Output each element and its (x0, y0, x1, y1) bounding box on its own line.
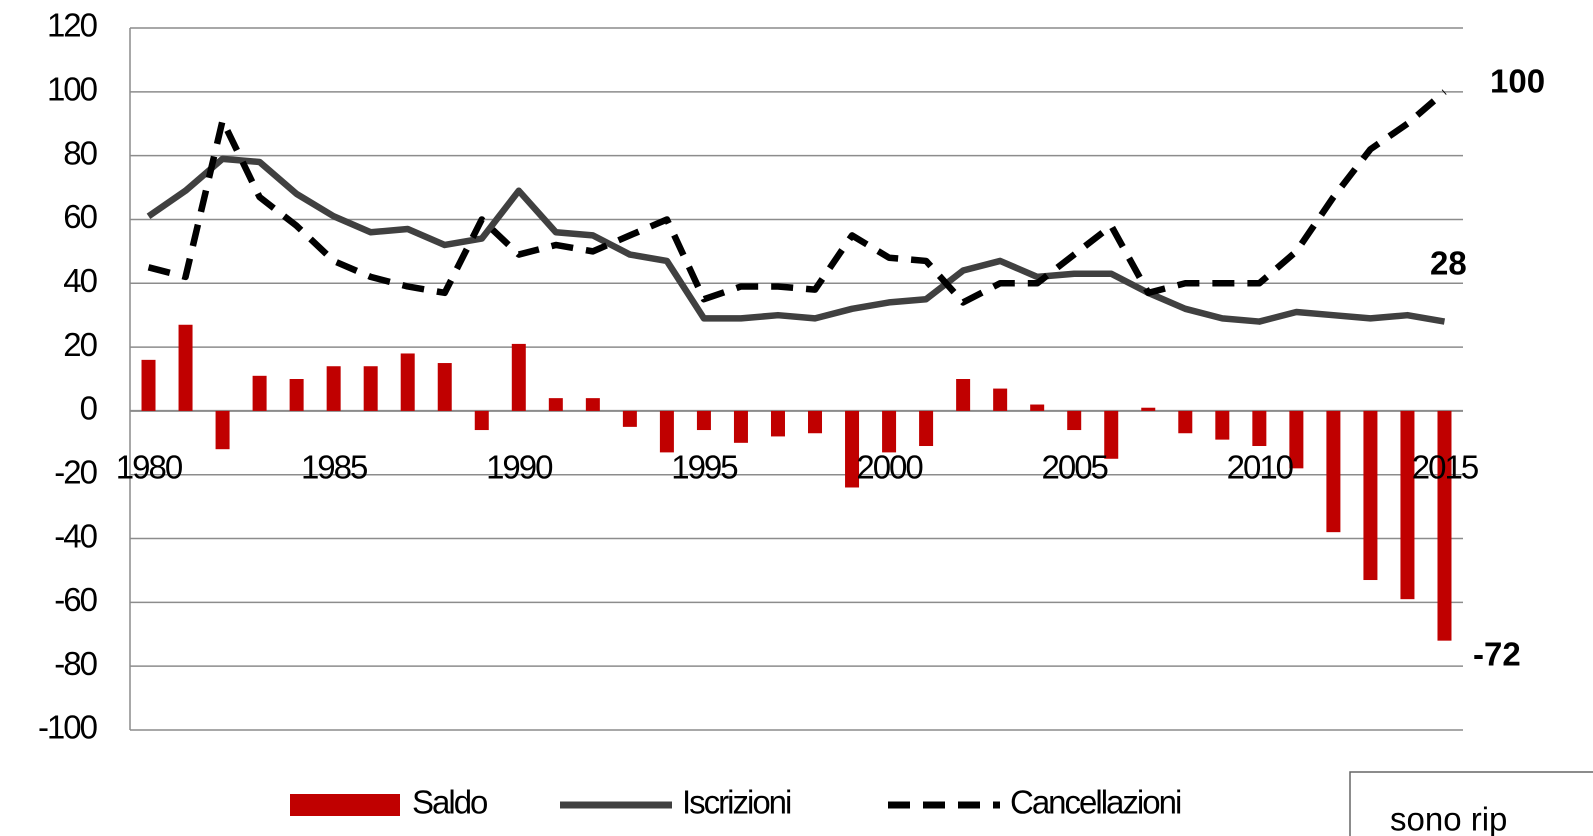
bar (1252, 410, 1267, 447)
x-tick-label: 1990 (486, 449, 553, 486)
bar (585, 398, 600, 411)
bar (178, 324, 193, 411)
bar (1104, 410, 1119, 459)
x-tick-label: 2015 (1412, 449, 1478, 486)
bar (511, 343, 526, 411)
bar (400, 353, 415, 411)
legend-label: Saldo (412, 784, 487, 821)
x-tick-label: 1995 (671, 449, 737, 486)
annotation: 100 (1490, 63, 1545, 100)
note: sono rip (1390, 801, 1507, 836)
annotation: -72 (1473, 635, 1521, 672)
y-tick-label: -100 (38, 709, 98, 746)
bar (956, 379, 971, 411)
y-tick-label: -80 (54, 645, 97, 682)
line (146, 155, 1446, 325)
y-tick-label: 0 (80, 390, 98, 427)
y-tick-label: 120 (47, 7, 98, 44)
note-box (1349, 771, 1593, 836)
y-tick-label: -40 (54, 517, 97, 554)
bar (1030, 404, 1045, 411)
legend-label: Cancellazioni (1010, 784, 1181, 821)
y-tick-label: -60 (54, 581, 97, 618)
bar (845, 410, 860, 488)
bar (808, 410, 823, 434)
bar (1289, 410, 1304, 469)
bar (326, 366, 341, 411)
bar (437, 363, 452, 411)
x-tick-label: 1980 (116, 449, 183, 486)
bar (141, 359, 156, 411)
bar (548, 398, 563, 411)
x-tick-label: 2010 (1227, 449, 1294, 486)
x-tick-label: 1985 (301, 449, 367, 486)
bar (1067, 410, 1082, 431)
y-tick-label: 20 (63, 326, 97, 363)
bar (696, 410, 711, 431)
annotation: 28 (1430, 244, 1467, 281)
bar (1215, 410, 1230, 440)
bar (215, 410, 230, 450)
bar (882, 410, 897, 453)
y-tick-label: 100 (47, 71, 98, 108)
y-tick-label: 80 (63, 134, 97, 171)
bar (733, 410, 748, 443)
x-tick-label: 2000 (856, 449, 923, 486)
y-tick-label: -20 (54, 453, 97, 490)
bar (1400, 410, 1415, 600)
bar (363, 366, 378, 411)
bar (659, 410, 674, 453)
bar (919, 410, 934, 447)
bar (474, 410, 489, 431)
y-tick-label: 40 (63, 262, 97, 299)
bar (1178, 410, 1193, 434)
bar (289, 379, 304, 411)
line (147, 89, 1447, 306)
bar (1437, 410, 1452, 641)
bar (993, 388, 1008, 411)
bar (252, 375, 267, 411)
legend-label: Iscrizioni (682, 784, 791, 821)
x-tick-label: 2005 (1041, 449, 1107, 486)
bar (1326, 410, 1341, 533)
y-tick-label: 60 (63, 198, 97, 235)
bar (622, 410, 637, 427)
bar (1141, 407, 1156, 411)
bar (1363, 410, 1378, 581)
legend-swatch (290, 794, 400, 816)
bar (770, 410, 785, 437)
